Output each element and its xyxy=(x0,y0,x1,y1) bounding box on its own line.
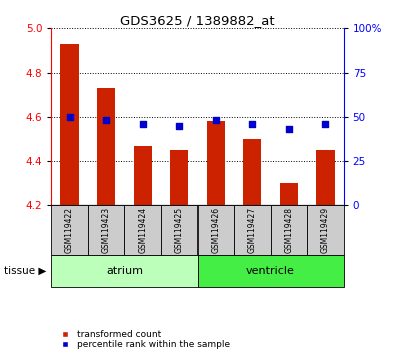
Text: GSM119423: GSM119423 xyxy=(102,207,111,253)
Text: tissue ▶: tissue ▶ xyxy=(4,266,46,276)
Bar xyxy=(271,205,307,255)
Legend: transformed count, percentile rank within the sample: transformed count, percentile rank withi… xyxy=(56,330,230,349)
Bar xyxy=(198,205,234,255)
Point xyxy=(103,118,109,123)
Text: atrium: atrium xyxy=(106,266,143,276)
Text: GSM119426: GSM119426 xyxy=(211,207,220,253)
Bar xyxy=(207,121,225,205)
Text: GSM119425: GSM119425 xyxy=(175,207,184,253)
Bar xyxy=(51,255,198,287)
Point xyxy=(213,118,219,123)
Bar xyxy=(170,150,188,205)
Bar xyxy=(198,255,344,287)
Bar xyxy=(134,145,152,205)
Bar xyxy=(161,205,198,255)
Point xyxy=(176,123,182,129)
Title: GDS3625 / 1389882_at: GDS3625 / 1389882_at xyxy=(120,14,275,27)
Text: ventricle: ventricle xyxy=(246,266,295,276)
Text: GSM119427: GSM119427 xyxy=(248,207,257,253)
Point xyxy=(286,126,292,132)
Text: GSM119428: GSM119428 xyxy=(284,207,293,253)
Bar xyxy=(280,183,298,205)
Bar xyxy=(124,205,161,255)
Point xyxy=(139,121,146,127)
Bar xyxy=(51,205,88,255)
Point xyxy=(249,121,256,127)
Bar xyxy=(97,88,115,205)
Text: GSM119429: GSM119429 xyxy=(321,207,330,253)
Bar xyxy=(316,150,335,205)
Point xyxy=(66,114,73,120)
Bar xyxy=(88,205,124,255)
Text: GSM119422: GSM119422 xyxy=(65,207,74,253)
Bar xyxy=(243,139,261,205)
Bar xyxy=(60,44,79,205)
Text: GSM119424: GSM119424 xyxy=(138,207,147,253)
Bar xyxy=(234,205,271,255)
Point xyxy=(322,121,329,127)
Bar xyxy=(307,205,344,255)
